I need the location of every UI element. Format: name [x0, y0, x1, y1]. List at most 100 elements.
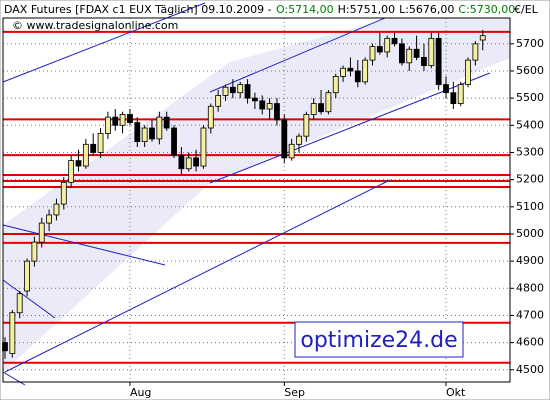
- y-tick-label: 5100: [516, 200, 544, 213]
- candle-body: [193, 157, 200, 167]
- candle-body: [318, 103, 324, 113]
- candle-body: [141, 127, 148, 142]
- y-tick-label: 5300: [516, 145, 544, 158]
- candle-body: [472, 43, 479, 61]
- x-tick-label: Aug: [130, 386, 151, 399]
- candle-body: [296, 135, 302, 145]
- candle-body: [354, 70, 361, 83]
- candle-body: [340, 67, 347, 77]
- y-tick-label: 4800: [516, 281, 544, 294]
- candle-body: [149, 127, 155, 140]
- trendline: [2, 2, 206, 83]
- trendline: [2, 279, 56, 319]
- candle-body: [428, 37, 435, 66]
- candle-body: [325, 92, 332, 113]
- y-tick-label: 5600: [516, 64, 544, 77]
- candle-body: [171, 127, 177, 156]
- candle-body: [244, 84, 251, 99]
- chart-title: DAX Futures [FDAX c1 EUX Täglich] 09.10.…: [4, 3, 515, 16]
- y-tick-label: 5200: [516, 173, 544, 186]
- candle-body: [457, 84, 464, 104]
- candle-body: [119, 114, 126, 126]
- candle-body: [105, 116, 111, 134]
- watermark-box: [294, 321, 464, 358]
- candle-body: [229, 86, 236, 94]
- candles: [2, 29, 486, 359]
- candle-body: [303, 114, 310, 137]
- candle-body: [391, 37, 398, 45]
- candle-body: [443, 84, 449, 94]
- candle-body: [413, 48, 420, 58]
- candle-body: [53, 203, 60, 216]
- y-tick-label: 5500: [516, 91, 544, 104]
- candle-body: [16, 293, 23, 314]
- candle-body: [362, 59, 369, 83]
- y-tick-label: 4900: [516, 254, 544, 267]
- candle-body: [332, 76, 339, 94]
- candle-body: [435, 37, 442, 85]
- candle-body: [450, 92, 457, 104]
- candle-body: [24, 260, 30, 292]
- candle-body: [134, 122, 141, 142]
- candle-body: [156, 116, 163, 140]
- y-tick-label: 4500: [516, 363, 544, 376]
- candle-body: [376, 46, 383, 53]
- quote-value: C:5730,00: [458, 3, 515, 16]
- watermark: optimize24.de: [300, 328, 457, 353]
- candle-body: [310, 103, 317, 115]
- candle-body: [421, 56, 427, 66]
- candle-body: [384, 37, 391, 53]
- candle-body: [75, 160, 82, 167]
- candle-body: [68, 160, 75, 183]
- channel-shade: [3, 18, 510, 372]
- candle-body: [207, 105, 214, 129]
- candle-body: [222, 86, 229, 96]
- plot-border: [2, 17, 511, 383]
- candle-body: [112, 116, 119, 126]
- candle-body: [9, 312, 16, 354]
- candle-body: [60, 181, 67, 205]
- title-text: DAX Futures [FDAX c1 EUX Täglich] 09.10.…: [4, 3, 272, 16]
- candle-body: [163, 116, 170, 129]
- y-axis-label: €/EL: [514, 3, 539, 16]
- candle-body: [347, 67, 354, 72]
- trendline: [209, 17, 386, 93]
- candle-body: [465, 59, 471, 85]
- y-tick-label: 5000: [516, 227, 544, 240]
- candle-body: [97, 133, 104, 153]
- y-tick-label: 4600: [516, 336, 544, 349]
- candle-body: [406, 48, 413, 64]
- trendline: [4, 179, 391, 373]
- candle-body: [200, 127, 207, 167]
- candle-body: [288, 143, 295, 159]
- quote-value: O:5714,00: [276, 3, 334, 16]
- y-tick-label: 5400: [516, 118, 544, 131]
- x-tick-label: Okt: [446, 386, 466, 399]
- candle-body: [178, 154, 185, 170]
- candle-body: [38, 222, 45, 243]
- candle-body: [479, 35, 486, 41]
- quote-value: L:5676,00: [399, 3, 454, 16]
- candle-body: [46, 214, 52, 224]
- candle-body: [90, 143, 97, 153]
- candle-body: [274, 103, 280, 121]
- subtitle: © www.tradesignalonline.com: [12, 19, 178, 32]
- candle-body: [82, 143, 89, 167]
- candle-body: [369, 46, 376, 61]
- candle-body: [127, 114, 133, 123]
- y-tick-label: 5700: [516, 37, 544, 50]
- candle-body: [266, 103, 273, 110]
- candle-body: [251, 97, 258, 102]
- candle-body: [185, 157, 192, 170]
- candle-body: [281, 119, 288, 159]
- quote-value: H:5751,00: [338, 3, 395, 16]
- candle-body: [215, 95, 222, 107]
- candle-body: [259, 100, 266, 110]
- candle-body: [237, 84, 244, 94]
- candle-body: [31, 241, 38, 262]
- x-tick-label: Sep: [284, 386, 305, 399]
- trendline: [2, 371, 26, 386]
- candle-body: [398, 43, 405, 64]
- trendline: [2, 224, 166, 266]
